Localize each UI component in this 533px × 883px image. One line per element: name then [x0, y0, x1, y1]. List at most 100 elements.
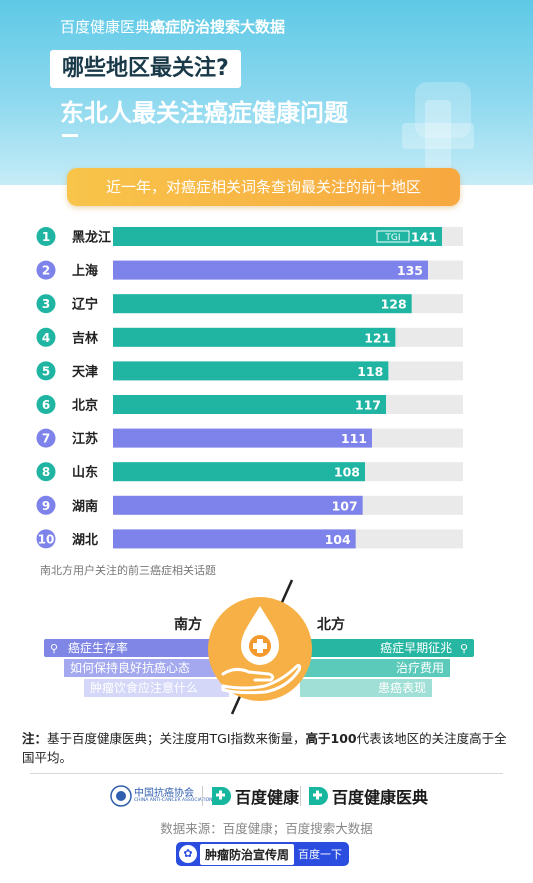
rank-label: 1 [42, 230, 50, 244]
rank-label: 3 [42, 297, 50, 311]
cacaa-logo: 中国抗癌协会 CHINA ANTI-CANCER ASSOCIATION [110, 783, 213, 809]
region-label: 天津 [72, 364, 98, 380]
footnote-bold: 高于100 [305, 731, 357, 746]
week-badge-suffix: 百度一下 [298, 848, 343, 861]
tgi-tag: TGI [384, 233, 400, 243]
north-topic-1: 癌症早期征兆 [380, 641, 453, 655]
north-topic-2: 治疗费用 [395, 661, 444, 675]
baidu-health-name: 百度健康 [235, 788, 300, 807]
south-topic-search-bar: ⚲ 癌症生存率 [44, 639, 244, 657]
logo-bar: 中国抗癌协会 CHINA ANTI-CANCER ASSOCIATION 百度健… [0, 781, 533, 811]
baidu-health-logo: 百度健康 [208, 783, 299, 809]
region-label: 湖南 [72, 498, 98, 514]
rank-label: 8 [42, 465, 50, 479]
north-label: 北方 [317, 617, 345, 633]
rank-badge [36, 495, 56, 515]
rank-label: 10 [38, 532, 55, 546]
logo-separator [300, 786, 301, 806]
awareness-week-badge[interactable]: ✿ 肿瘤防治宣传周 百度一下 [176, 842, 350, 866]
rank-label: 7 [42, 432, 50, 446]
north-topic-search-bar: 癌症早期征兆 ⚲ [300, 639, 474, 657]
bar [113, 395, 386, 414]
rank-badge [36, 327, 56, 347]
south-topic-2: 如何保持良好抗癌心态 [70, 661, 191, 675]
subtitle-banner: 近一年，对癌症相关词条查询最关注的前十地区 [67, 168, 460, 206]
baidu-medical-logo: 百度健康医典 [305, 783, 428, 809]
value-label: 117 [355, 398, 381, 413]
rank-badge [36, 529, 56, 549]
cacaa-name: 中国抗癌协会 [134, 788, 194, 799]
brand-line: 百度健康医典癌症防治搜索大数据 [60, 16, 285, 37]
region-label: 吉林 [72, 330, 98, 346]
bar [113, 361, 389, 381]
tgi-tag-box [376, 230, 410, 243]
page-title: 东北人最关注癌症健康问题 [60, 99, 348, 127]
rank-label: 5 [42, 364, 50, 378]
south-north-topics: 南方 北方 ⚲ 癌症生存率 如何保持良好抗癌心态 肿瘤饮食应注意什么 癌症早期征… [0, 578, 533, 718]
value-label: 118 [357, 364, 383, 379]
search-icon: ⚲ [459, 642, 468, 655]
south-topic-3: 肿瘤饮食应注意什么 [90, 681, 199, 695]
south-topic-3-pill: 肿瘤饮食应注意什么 [84, 679, 229, 697]
value-label: 135 [397, 263, 423, 278]
paw-icon: ✿ [179, 845, 197, 863]
rank-badge [36, 227, 56, 246]
cacaa-emblem-icon [110, 785, 132, 807]
north-topic-2-pill: 治疗费用 [300, 659, 450, 677]
baidu-medical-name: 百度健康医典 [332, 788, 429, 807]
divider [30, 773, 503, 774]
rank-badge [36, 395, 56, 414]
region-label: 湖北 [72, 533, 98, 548]
region-label: 辽宁 [72, 297, 98, 313]
south-topic-1: 癌症生存率 [67, 641, 128, 655]
medical-cross-decoration [425, 100, 451, 172]
header-banner: 百度健康医典癌症防治搜索大数据 哪些地区最关注? 东北人最关注癌症健康问题 [0, 0, 533, 185]
value-label: 104 [325, 532, 351, 547]
data-source: 数据来源：百度健康；百度搜索大数据 [160, 821, 373, 836]
region-label: 北京 [72, 398, 98, 414]
value-label: 141 [411, 230, 437, 245]
baidu-health-mark-icon [309, 787, 328, 805]
region-label: 黑龙江 [72, 230, 111, 246]
question-box: 哪些地区最关注? [50, 50, 241, 88]
bar-chart: 1 黑龙江 141 TGI 2 上海 135 3 辽宁 128 4 吉林 121 5 天津 118 6 北京 117… [36, 227, 463, 549]
region-label: 上海 [72, 263, 98, 279]
medical-cross-decoration [402, 123, 474, 149]
bar [113, 529, 356, 549]
baidu-health-mark-icon [212, 787, 231, 805]
value-label: 121 [364, 330, 390, 345]
rank-badge [36, 462, 56, 482]
topics-caption: 南北方用户关注的前三癌症相关话题 [40, 564, 216, 577]
region-label: 江苏 [72, 431, 98, 447]
rank-badge [36, 361, 56, 381]
bar [113, 294, 412, 314]
bar [113, 462, 365, 482]
cacaa-name-en: CHINA ANTI-CANCER ASSOCIATION [134, 798, 213, 803]
footnote-prefix: 注： [22, 731, 48, 746]
brand-prefix: 百度健康医典 [60, 18, 151, 36]
bar [113, 495, 363, 515]
hand-drop-icon [208, 597, 312, 701]
bar [113, 327, 396, 347]
value-label: 111 [341, 431, 367, 446]
rank-label: 4 [42, 331, 50, 345]
rank-label: 9 [42, 499, 50, 513]
south-label: 南方 [174, 617, 202, 633]
footnote-text-1: 基于百度健康医典；关注度用TGI指数来衡量， [47, 731, 306, 746]
bar [113, 428, 372, 448]
footnote-text-2: 代表该地区的关注度高于全国平均。 [22, 731, 507, 765]
value-label: 107 [332, 498, 358, 513]
rank-badge [36, 260, 56, 280]
week-badge-label: 肿瘤防治宣传周 [200, 843, 295, 865]
region-label: 山东 [72, 465, 98, 481]
bar [113, 260, 428, 280]
value-label: 128 [381, 297, 407, 312]
south-topic-2-pill: 如何保持良好抗癌心态 [64, 659, 229, 677]
title-underline [62, 134, 78, 137]
rank-label: 6 [42, 398, 50, 412]
rank-label: 2 [42, 264, 50, 278]
logo-separator [202, 786, 203, 806]
value-label: 108 [334, 465, 360, 480]
rank-badge [36, 428, 56, 448]
medical-cross-decoration [415, 82, 471, 138]
